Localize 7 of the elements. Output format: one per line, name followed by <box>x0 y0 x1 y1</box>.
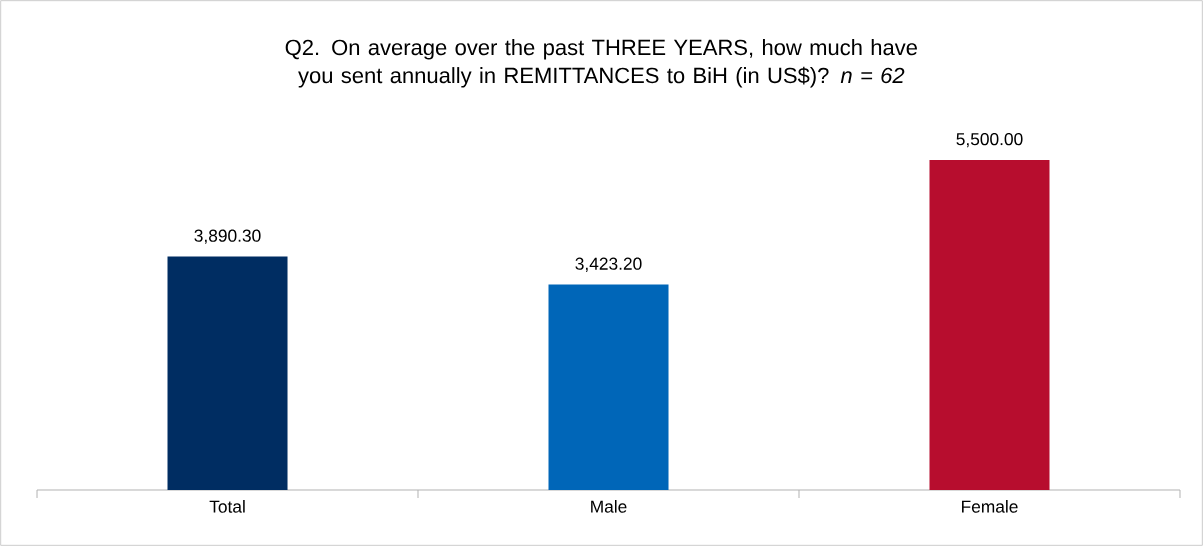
chart-title: Q2. On average over the past THREE YEARS, how much have you sent annually in REMITTANCES to BiH (in US$)? n = 62 <box>285 39 917 88</box>
x-tick-label: Total <box>209 500 245 513</box>
data-label: 3,890.30 <box>194 229 261 244</box>
data-label: 3,423.20 <box>575 257 642 272</box>
x-tick-label: Male <box>591 500 627 513</box>
data-label: 5,500.00 <box>956 132 1023 148</box>
x-tick-label: Female <box>962 500 1018 513</box>
